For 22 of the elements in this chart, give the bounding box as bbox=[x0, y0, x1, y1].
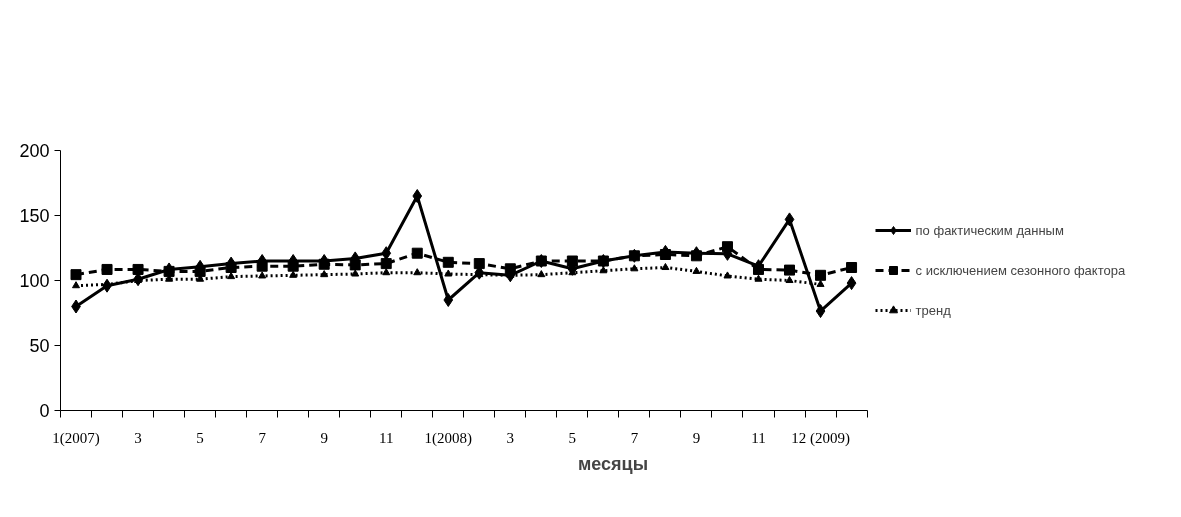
x-tick-label: 3 bbox=[134, 429, 142, 446]
x-tick-label: 7 bbox=[258, 429, 267, 446]
y-tick-label: 150 bbox=[19, 206, 50, 226]
x-tick-label: 7 bbox=[630, 429, 639, 446]
y-tick-label: 0 bbox=[39, 401, 50, 421]
y-tick-label: 100 bbox=[19, 271, 50, 291]
x-axis-title: месяцы bbox=[577, 453, 649, 474]
x-tick-label: 5 bbox=[196, 429, 204, 446]
x-tick-label: 11 bbox=[379, 429, 394, 446]
x-tick-label: 5 bbox=[568, 429, 577, 446]
y-tick-label: 50 bbox=[29, 336, 50, 356]
legend-label: по фактическим данным bbox=[915, 222, 1064, 238]
legend-label: тренд bbox=[915, 302, 951, 318]
x-tick-label: 9 bbox=[692, 429, 701, 446]
x-tick-label: 1(2008) bbox=[424, 429, 473, 447]
x-tick-label: 9 bbox=[320, 429, 328, 446]
legend-label: с исключением сезонного фактора bbox=[915, 262, 1126, 278]
x-tick-label: 1(2007) bbox=[52, 429, 100, 447]
x-tick-label: 3 bbox=[506, 429, 515, 446]
x-tick-label: 12 (2009) bbox=[791, 429, 850, 447]
y-tick-label: 200 bbox=[19, 141, 50, 161]
x-tick-label: 11 bbox=[751, 429, 766, 446]
